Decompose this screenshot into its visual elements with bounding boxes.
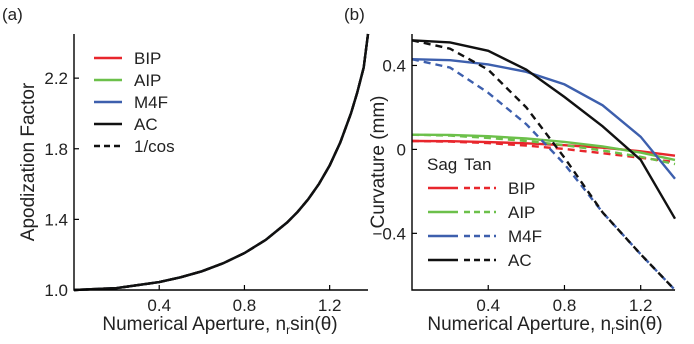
panel-b-series-bip-tan	[411, 139, 676, 164]
panel-b-legend: Sag Tan BIP AIP M4F AC	[427, 155, 542, 270]
panel-a-series-ac	[73, 33, 370, 292]
panel-b-y-axis-title: Curvature (mm)	[368, 95, 389, 228]
panel-b-y-tick-label: −0.4	[372, 224, 406, 243]
panel-a-x-tick-label: 1.2	[318, 296, 342, 315]
panel-b-x-axis-title-main: Numerical Aperture, n	[427, 314, 611, 335]
panel-a-axes	[73, 34, 368, 291]
panel-a-y-tick-label: 1.4	[44, 210, 68, 229]
panel-b-legend-label-ac: AC	[508, 251, 532, 270]
panel-a: (a) 0.4 0.8 1.2 1.0 1.4 1.8 2.2 Apodization Fa…	[2, 5, 370, 337]
panel-b: (b) 0.4 0.8 1.2 −0.4 0 0.4 Curvature (mm) Num…	[344, 5, 677, 337]
panel-b-x-tick-label: 1.2	[629, 296, 653, 315]
panel-a-y-tick-label: 1.8	[44, 140, 68, 159]
panel-a-x-tick-label: 0.8	[233, 296, 257, 315]
panel-b-series-m4f-sag	[411, 58, 676, 180]
panel-b-series-m4f-tan	[411, 58, 676, 291]
panel-a-y-axis-title: Apodization Factor	[18, 82, 39, 241]
panel-a-series-m4f	[73, 33, 370, 292]
panel-b-x-axis-title-tail: sin(θ)	[615, 314, 663, 335]
panel-b-label: (b)	[344, 5, 365, 24]
panel-b-legend-header-sag: Sag	[427, 155, 457, 174]
panel-b-x-axis-title-sub: r	[611, 323, 615, 337]
panel-a-series-1-cos	[73, 33, 370, 292]
panel-a-legend-label-aip: AIP	[134, 71, 161, 90]
panel-b-y-tick-label: 0	[397, 140, 406, 159]
panel-a-x-axis-title-main: Numerical Aperture, n	[102, 314, 286, 335]
panel-a-x-axis-title-sub: r	[286, 323, 290, 337]
panel-b-axes	[411, 34, 675, 291]
panel-b-x-tick-label: 0.8	[553, 296, 577, 315]
panel-b-x-tick-label: 0.4	[476, 296, 500, 315]
panel-b-series-ac-tan	[411, 39, 676, 291]
panel-b-series-aip-sag	[411, 133, 676, 162]
panel-a-legend-label-ac: AC	[134, 115, 158, 134]
panel-a-legend-label-1-cos: 1/cos	[134, 137, 175, 156]
panel-a-plot: 0.4 0.8 1.2 1.0 1.4 1.8 2.2	[44, 33, 370, 315]
panel-a-x-tick-label: 0.4	[147, 296, 171, 315]
panel-a-x-axis-title-tail: sin(θ)	[290, 314, 338, 335]
panel-a-y-tick-label: 2.2	[44, 69, 68, 88]
panel-b-legend-label-aip: AIP	[508, 203, 535, 222]
panel-b-x-axis-title: Numerical Aperture, nrsin(θ)	[427, 314, 662, 337]
panel-a-x-axis-title: Numerical Aperture, nrsin(θ)	[102, 314, 337, 337]
panel-b-legend-header-tan: Tan	[464, 155, 491, 174]
panel-b-y-tick-label: 0.4	[382, 56, 406, 75]
panel-a-y-tick-label: 1.0	[44, 281, 68, 300]
panel-a-legend-label-m4f: M4F	[134, 93, 168, 112]
panel-a-legend: BIP AIP M4F AC 1/cos	[94, 49, 175, 156]
panel-b-legend-label-m4f: M4F	[508, 227, 542, 246]
panel-b-legend-label-bip: BIP	[508, 179, 535, 198]
panel-a-series-aip	[73, 33, 370, 292]
panel-b-plot: 0.4 0.8 1.2 −0.4 0 0.4	[372, 39, 677, 315]
panel-a-legend-label-bip: BIP	[134, 49, 161, 68]
panel-b-series-ac-sag	[411, 39, 677, 220]
panel-a-series-bip	[73, 33, 370, 292]
panel-a-label: (a)	[2, 5, 23, 24]
